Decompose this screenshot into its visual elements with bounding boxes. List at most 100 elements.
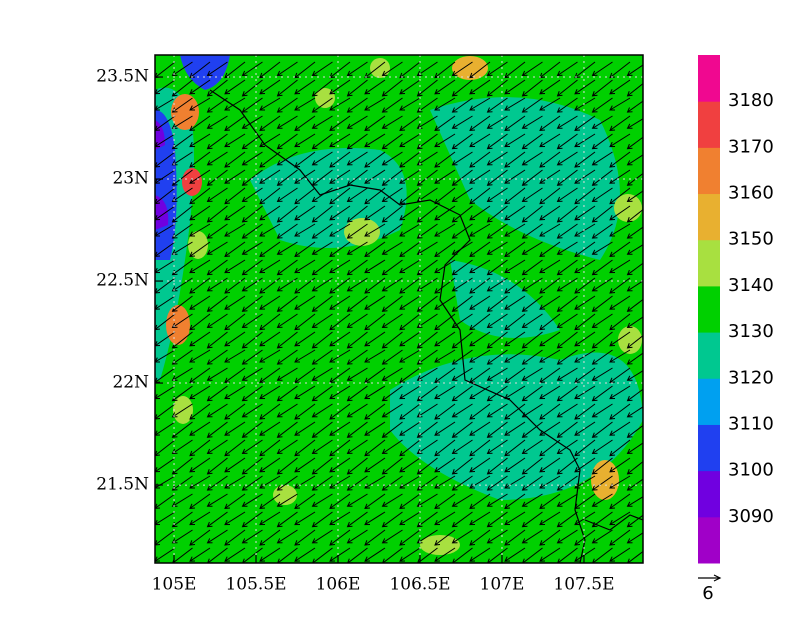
wind-arrow	[259, 133, 281, 148]
wind-arrow	[364, 331, 386, 347]
wind-arrow	[346, 97, 368, 113]
wind-arrow	[591, 133, 613, 150]
wind-arrow	[155, 169, 176, 184]
wind-arrow	[416, 385, 438, 402]
wind-arrow	[521, 475, 543, 491]
wind-arrow	[609, 241, 631, 257]
wind-arrow	[399, 97, 421, 111]
wind-arrow	[451, 493, 473, 507]
wind-arrow	[574, 61, 596, 79]
wind-arrow	[504, 385, 526, 400]
wind-arrow	[329, 151, 351, 168]
wind-arrow	[155, 79, 176, 95]
wind-arrow	[609, 439, 631, 457]
wind-arrow	[574, 241, 596, 257]
wind-arrow	[295, 566, 315, 582]
wind-arrow	[521, 223, 543, 239]
wind-arrow	[626, 280, 643, 292]
wind-arrow	[451, 403, 473, 418]
y-tick-label: 23.5N	[96, 67, 149, 87]
wind-arrow	[311, 169, 333, 186]
wind-arrow	[539, 439, 561, 457]
wind-arrow	[416, 511, 438, 528]
wind-arrow	[416, 223, 438, 239]
wind-arrow	[591, 277, 613, 292]
wind-arrow	[346, 151, 368, 166]
wind-arrow	[346, 511, 368, 528]
wind-arrow	[469, 475, 491, 489]
wind-arrow	[224, 475, 246, 489]
colorbar-label: 3120	[728, 367, 774, 388]
wind-arrow	[189, 133, 211, 148]
wind-arrow	[171, 151, 193, 166]
wind-arrow	[311, 439, 333, 455]
wind-arrow	[591, 385, 613, 402]
wind-arrow	[626, 172, 643, 186]
wind-arrow	[591, 241, 613, 255]
wind-arrow	[451, 61, 473, 77]
wind-arrow	[416, 475, 438, 491]
wind-arrow	[539, 457, 561, 473]
wind-arrow	[276, 349, 298, 365]
wind-arrow	[451, 511, 473, 528]
wind-arrow	[259, 241, 281, 257]
wind-arrow	[626, 496, 643, 507]
wind-arrow	[381, 331, 403, 349]
wind-arrow	[294, 349, 316, 363]
wind-arrow	[155, 349, 176, 363]
wind-arrow	[329, 61, 351, 79]
wind-arrow	[171, 439, 193, 455]
wind-arrow	[451, 331, 473, 349]
wind-arrow	[416, 97, 438, 113]
wind-arrow	[294, 223, 316, 237]
wind-arrow	[486, 169, 508, 186]
wind-arrow	[591, 169, 613, 186]
wind-arrow	[574, 295, 596, 310]
wind-arrow	[434, 529, 456, 546]
wind-arrow	[521, 259, 543, 276]
wind-arrow	[381, 97, 403, 113]
wind-arrow	[556, 205, 578, 223]
wind-arrow	[294, 97, 316, 111]
wind-arrow	[416, 349, 438, 365]
wind-arrow	[451, 295, 473, 312]
wind-arrow	[469, 97, 491, 111]
wind-arrow	[539, 79, 561, 95]
wind-arrow	[259, 151, 281, 168]
wind-arrow	[626, 370, 643, 381]
wind-arrow	[626, 82, 643, 97]
wind-arrow	[451, 457, 473, 475]
wind-arrow	[451, 475, 473, 491]
wind-arrow	[155, 241, 176, 257]
wind-arrow	[416, 457, 438, 475]
colorbar-swatch	[698, 516, 720, 564]
field	[155, 55, 643, 582]
wind-arrow	[416, 421, 438, 438]
wind-arrow	[486, 493, 508, 507]
wind-arrow	[346, 295, 368, 312]
wind-arrow	[591, 259, 613, 276]
wind-arrow	[364, 547, 386, 562]
wind-arrow	[206, 241, 228, 255]
wind-arrow	[259, 331, 281, 347]
wind-arrow	[224, 97, 246, 111]
wind-arrow	[521, 295, 543, 312]
wind-arrow	[591, 475, 613, 491]
wind-arrow	[224, 259, 246, 274]
wind-arrow	[155, 223, 176, 237]
wind-arrow	[224, 295, 246, 310]
wind-arrow	[556, 295, 578, 312]
wind-arrow	[381, 223, 403, 239]
wind-arrow	[311, 187, 333, 203]
wind-arrow	[364, 385, 386, 400]
wind-arrow	[504, 169, 526, 184]
wind-arrow	[346, 205, 368, 223]
wind-arrow	[364, 529, 386, 546]
wind-arrow	[434, 403, 456, 420]
wind-arrow	[189, 151, 211, 168]
wind-arrow	[329, 367, 351, 383]
wind-arrow	[399, 529, 421, 546]
wind-arrow	[364, 403, 386, 420]
wind-arrow	[241, 295, 263, 312]
wind-arrow	[329, 403, 351, 420]
